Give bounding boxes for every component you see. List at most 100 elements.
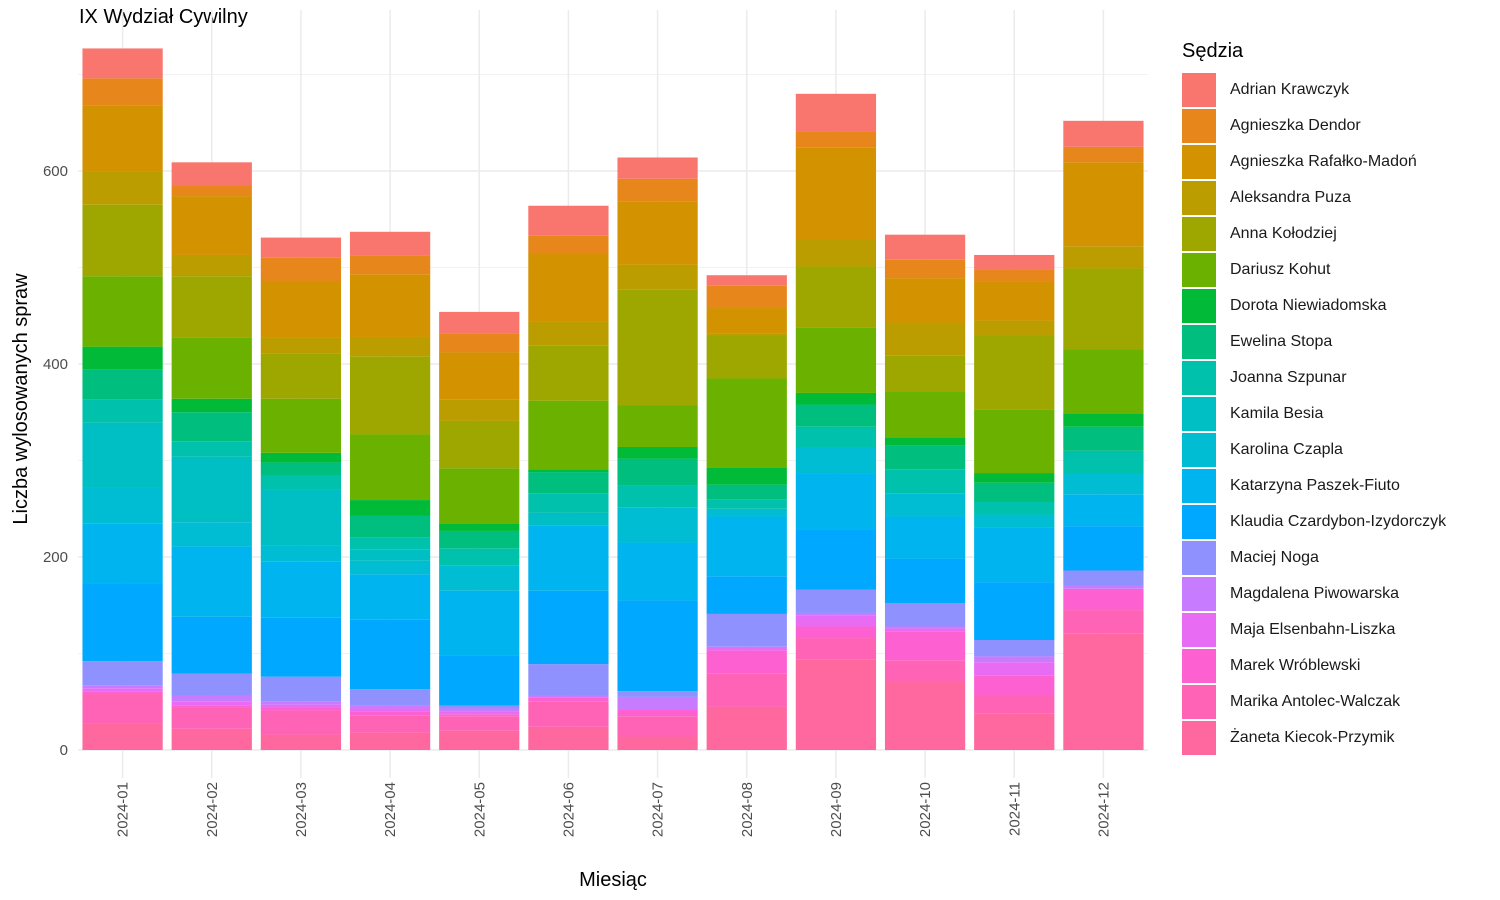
bar-segment-2024-12-aleksandra-puza bbox=[1063, 246, 1144, 269]
bar-segment-2024-11-anna-kołodziej bbox=[974, 336, 1055, 410]
legend: Sędzia Adrian Krawczyk Agnieszka Dendor Ag… bbox=[1182, 38, 1446, 756]
bar-segment-2024-04-agnieszka-dendor bbox=[349, 255, 431, 275]
bar-segment-2024-02-marika-antolec-walczak bbox=[171, 707, 252, 729]
bar-segment-2024-12-marek-wróblewski bbox=[1063, 588, 1144, 611]
bar-segment-2024-07-agnieszka-dendor bbox=[617, 178, 698, 202]
legend-items: Adrian Krawczyk Agnieszka Dendor Agnieszka… bbox=[1182, 72, 1446, 756]
bar-segment-2024-09-karolina-czapla bbox=[795, 446, 877, 474]
bar-segment-2024-09-ewelina-stopa bbox=[795, 404, 877, 427]
x-tick-label: 2024-03 bbox=[293, 782, 310, 837]
bar-segment-2024-09-maja-elsenbahn-liszka bbox=[795, 615, 877, 627]
bar-segment-2024-09-joanna-szpunar bbox=[795, 426, 877, 447]
bar-segment-2024-09-aleksandra-puza bbox=[795, 239, 877, 267]
bar-segment-2024-05-agnieszka-rafałko-madoń bbox=[439, 352, 520, 400]
bar-segment-2024-10-maja-elsenbahn-liszka bbox=[884, 628, 966, 632]
bar-segment-2024-01-marek-wróblewski bbox=[82, 691, 163, 695]
bar-segment-2024-04-dorota-niewiadomska bbox=[349, 500, 431, 516]
x-tick-label: 2024-08 bbox=[739, 782, 756, 837]
x-axis-title: Miesiąc bbox=[579, 869, 647, 891]
bar-segment-2024-07-magdalena-piwowarska bbox=[617, 696, 698, 710]
bar-segment-2024-03-joanna-szpunar bbox=[260, 475, 342, 490]
legend-color-key bbox=[1182, 145, 1216, 179]
bar-segment-2024-05-magdalena-piwowarska bbox=[439, 708, 520, 712]
bar-segment-2024-02-dorota-niewiadomska bbox=[171, 398, 252, 413]
x-tick-label: 2024-09 bbox=[828, 782, 845, 837]
legend-item: Joanna Szpunar bbox=[1182, 360, 1446, 396]
bar-segment-2024-10-żaneta-kiecok-przymik bbox=[884, 681, 966, 750]
legend-color-key bbox=[1182, 289, 1216, 323]
bar-segment-2024-12-maciej-noga bbox=[1063, 570, 1144, 585]
bar-segment-2024-10-katarzyna-paszek-fiuto bbox=[884, 516, 966, 559]
bar-segment-2024-04-ewelina-stopa bbox=[349, 515, 431, 538]
bar-segment-2024-02-magdalena-piwowarska bbox=[171, 695, 252, 702]
bar-segment-2024-07-marek-wróblewski bbox=[617, 709, 698, 717]
bar-segment-2024-02-żaneta-kiecok-przymik bbox=[171, 728, 252, 750]
bar-segment-2024-03-magdalena-piwowarska bbox=[260, 701, 342, 705]
bar-segment-2024-03-agnieszka-rafałko-madoń bbox=[260, 281, 342, 338]
bar-segment-2024-09-magdalena-piwowarska bbox=[795, 612, 877, 616]
bar-segment-2024-11-marek-wróblewski bbox=[974, 675, 1055, 695]
bar-segment-2024-11-klaudia-czardybon-izydorczyk bbox=[974, 582, 1055, 640]
bar-segment-2024-12-adrian-krawczyk bbox=[1063, 120, 1144, 147]
bar-segment-2024-06-klaudia-czardybon-izydorczyk bbox=[528, 590, 609, 665]
bar-segment-2024-05-klaudia-czardybon-izydorczyk bbox=[439, 655, 520, 706]
bar-segment-2024-06-żaneta-kiecok-przymik bbox=[528, 726, 609, 750]
legend-label: Agnieszka Dendor bbox=[1230, 117, 1361, 134]
bar-segment-2024-02-joanna-szpunar bbox=[171, 441, 252, 457]
bar-segment-2024-03-żaneta-kiecok-przymik bbox=[260, 734, 342, 750]
bar-segment-2024-11-dorota-niewiadomska bbox=[974, 473, 1055, 483]
bar-segment-2024-04-maciej-noga bbox=[349, 689, 431, 706]
bar-segment-2024-08-aleksandra-puza bbox=[706, 333, 787, 337]
legend-color-key bbox=[1182, 361, 1216, 395]
bar-segment-2024-06-joanna-szpunar bbox=[528, 493, 609, 513]
bar-segment-2024-07-ewelina-stopa bbox=[617, 458, 698, 486]
bar-segment-2024-06-magdalena-piwowarska bbox=[528, 695, 609, 698]
legend-item: Marika Antolec-Walczak bbox=[1182, 684, 1446, 720]
bar-segment-2024-10-marika-antolec-walczak bbox=[884, 660, 966, 682]
bar-segment-2024-07-dariusz-kohut bbox=[617, 405, 698, 447]
bar-segment-2024-07-aleksandra-puza bbox=[617, 264, 698, 290]
bar-segment-2024-08-ewelina-stopa bbox=[706, 484, 787, 500]
legend-label: Anna Kołodziej bbox=[1230, 225, 1337, 242]
legend-item: Maciej Noga bbox=[1182, 540, 1446, 576]
x-tick-label: 2024-11 bbox=[1006, 782, 1023, 836]
bar-segment-2024-04-klaudia-czardybon-izydorczyk bbox=[349, 619, 431, 690]
bar-segment-2024-04-marek-wróblewski bbox=[349, 711, 431, 716]
bar-segment-2024-02-dariusz-kohut bbox=[171, 337, 252, 399]
legend-item: Klaudia Czardybon-Izydorczyk bbox=[1182, 504, 1446, 540]
bar-segment-2024-12-agnieszka-dendor bbox=[1063, 146, 1144, 163]
bar-segment-2024-01-agnieszka-dendor bbox=[82, 78, 163, 106]
bar-segment-2024-08-klaudia-czardybon-izydorczyk bbox=[706, 576, 787, 614]
bar-segment-2024-11-maja-elsenbahn-liszka bbox=[974, 662, 1055, 676]
y-tick-label: 600 bbox=[43, 163, 68, 180]
bar-segment-2024-02-anna-kołodziej bbox=[171, 276, 252, 338]
bar-segment-2024-12-magdalena-piwowarska bbox=[1063, 584, 1144, 589]
bar-segment-2024-05-dariusz-kohut bbox=[439, 468, 520, 524]
bar-segment-2024-01-agnieszka-rafałko-madoń bbox=[82, 105, 163, 172]
bar-segment-2024-03-karolina-czapla bbox=[260, 545, 342, 562]
bar-segment-2024-10-magdalena-piwowarska bbox=[884, 626, 966, 629]
bar-segment-2024-11-agnieszka-rafałko-madoń bbox=[974, 281, 1055, 321]
legend-item: Maja Elsenbahn-Liszka bbox=[1182, 612, 1446, 648]
bar-segment-2024-06-marika-antolec-walczak bbox=[528, 701, 609, 727]
bar-segment-2024-02-adrian-krawczyk bbox=[171, 162, 252, 186]
x-tick-label: 2024-04 bbox=[382, 782, 399, 837]
bar-segment-2024-10-adrian-krawczyk bbox=[884, 234, 966, 260]
legend-color-key bbox=[1182, 217, 1216, 251]
legend-label: Marek Wróblewski bbox=[1230, 657, 1361, 674]
bar-segment-2024-08-agnieszka-rafałko-madoń bbox=[706, 308, 787, 334]
legend-label: Kamila Besia bbox=[1230, 405, 1324, 422]
bar-segment-2024-04-karolina-czapla bbox=[349, 560, 431, 575]
bar-segment-2024-11-dariusz-kohut bbox=[974, 409, 1055, 474]
bar-segment-2024-06-agnieszka-rafałko-madoń bbox=[528, 253, 609, 322]
bar-segment-2024-01-adrian-krawczyk bbox=[82, 48, 163, 79]
bar-segment-2024-07-marika-antolec-walczak bbox=[617, 716, 698, 737]
bar-segment-2024-05-karolina-czapla bbox=[439, 565, 520, 591]
bar-segment-2024-12-agnieszka-rafałko-madoń bbox=[1063, 162, 1144, 247]
legend-label: Agnieszka Rafałko-Madoń bbox=[1230, 153, 1417, 170]
y-tick-label: 400 bbox=[43, 356, 68, 373]
bar-segment-2024-08-marika-antolec-walczak bbox=[706, 673, 787, 707]
bar-segment-2024-10-agnieszka-dendor bbox=[884, 259, 966, 279]
chart-title: IX Wydział Cywilny bbox=[79, 6, 248, 28]
